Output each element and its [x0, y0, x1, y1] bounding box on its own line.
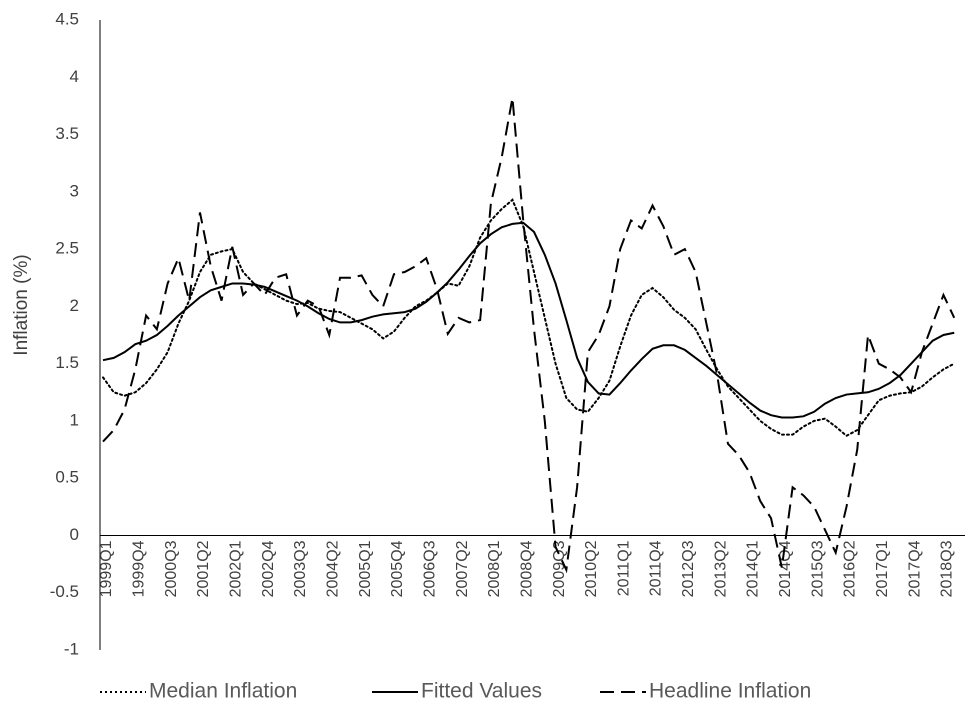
y-tick-label: -1 [64, 639, 79, 658]
y-tick-label: 0.5 [55, 468, 79, 487]
x-tick-label: 2011Q4 [648, 540, 665, 596]
y-tick-label: 2.5 [55, 239, 79, 258]
x-tick-label: 2006Q3 [421, 540, 438, 597]
legend-label: Fitted Values [421, 680, 542, 703]
x-tick-label: 2005Q1 [357, 540, 374, 597]
x-tick-label: 2002Q4 [260, 540, 277, 597]
x-tick-label: 2017Q1 [874, 540, 891, 597]
y-tick-label: 3.5 [55, 124, 79, 143]
y-tick-label: 4.5 [55, 9, 79, 28]
x-tick-label: 2005Q4 [389, 540, 406, 597]
x-tick-label: 2008Q1 [486, 540, 503, 597]
x-tick-label: 2002Q1 [228, 540, 245, 597]
x-tick-label: 2003Q3 [292, 540, 309, 597]
legend-label: Headline Inflation [649, 680, 811, 703]
y-tick-label: 3 [70, 181, 79, 200]
x-tick-label: 2016Q2 [842, 540, 859, 597]
series-line [102, 97, 956, 574]
x-tick-label: 2007Q2 [454, 540, 471, 597]
x-tick-label: 2009Q3 [551, 540, 568, 597]
y-tick-label: 2 [70, 296, 79, 315]
x-tick-label: 1999Q4 [131, 540, 148, 597]
x-tick-label: 2004Q2 [324, 540, 341, 597]
legend-label: Median Inflation [149, 680, 297, 703]
x-tick-label: 2001Q2 [195, 540, 212, 597]
y-tick-label: -0.5 [50, 582, 79, 601]
y-tick-label: 1.5 [55, 353, 79, 372]
x-tick-label: 2000Q3 [163, 540, 180, 597]
y-axis-label: Inflation (%) [11, 254, 32, 355]
x-tick-label: 2014Q1 [745, 540, 762, 597]
x-tick-label: 2015Q3 [809, 540, 826, 597]
x-tick-label: 2012Q3 [680, 540, 697, 597]
series-line [102, 221, 955, 419]
y-tick-label: 1 [70, 410, 79, 429]
y-tick-label: 0 [70, 525, 79, 544]
x-tick-label: 2011Q1 [615, 540, 632, 596]
x-tick-label: 2010Q2 [583, 540, 600, 597]
x-tick-label: 2014Q4 [777, 540, 794, 597]
x-tick-label: 2018Q3 [939, 540, 956, 597]
x-tick-label: 2017Q4 [906, 540, 923, 597]
y-tick-label: 4 [70, 67, 79, 86]
x-tick-label: 2013Q2 [712, 540, 729, 597]
x-tick-label: 1999Q1 [98, 540, 115, 597]
series-line [102, 198, 956, 438]
x-tick-label: 2008Q4 [518, 540, 535, 597]
